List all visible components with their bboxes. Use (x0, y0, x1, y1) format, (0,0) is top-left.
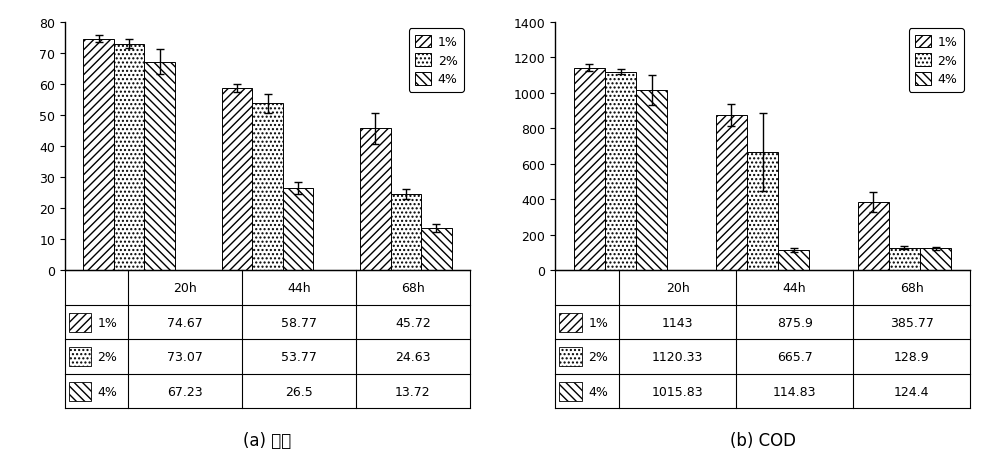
Text: (b) COD: (b) COD (730, 431, 796, 449)
Text: 4%: 4% (97, 385, 117, 398)
Bar (778, 251, 809, 271)
Bar (574, 68, 605, 271)
Bar (747, 153, 778, 271)
Text: 1%: 1% (97, 316, 117, 329)
Legend: 1%, 2%, 4%: 1%, 2%, 4% (409, 29, 464, 92)
Bar (283, 189, 313, 271)
Text: 13.72: 13.72 (395, 385, 431, 398)
Text: 26.5: 26.5 (285, 385, 313, 398)
Text: 58.77: 58.77 (281, 316, 317, 329)
Bar (716, 116, 747, 271)
Bar (559, 347, 582, 366)
Bar (421, 228, 452, 271)
Text: 124.4: 124.4 (894, 385, 929, 398)
Bar (252, 104, 283, 271)
Text: 44h: 44h (287, 281, 311, 295)
Text: 2%: 2% (97, 350, 117, 364)
Bar (920, 249, 951, 271)
Bar (360, 129, 391, 271)
Text: 45.72: 45.72 (395, 316, 431, 329)
Text: 68h: 68h (401, 281, 425, 295)
Bar (559, 313, 582, 332)
Text: 20h: 20h (173, 281, 197, 295)
Text: 4%: 4% (588, 385, 608, 398)
Text: 665.7: 665.7 (777, 350, 813, 364)
Bar (391, 195, 421, 271)
Text: 1120.33: 1120.33 (652, 350, 703, 364)
Text: 67.23: 67.23 (167, 385, 203, 398)
Bar (222, 89, 252, 271)
Text: (a) 氨氮: (a) 氨氮 (243, 431, 292, 449)
Bar (83, 39, 114, 271)
Bar (69, 313, 91, 332)
Text: 68h: 68h (900, 281, 923, 295)
Bar (889, 248, 920, 271)
Text: 385.77: 385.77 (890, 316, 933, 329)
Bar (69, 347, 91, 366)
Text: 1015.83: 1015.83 (652, 385, 704, 398)
Bar (559, 382, 582, 401)
Bar (605, 73, 636, 271)
Text: 24.63: 24.63 (395, 350, 431, 364)
Text: 20h: 20h (666, 281, 690, 295)
Bar (114, 45, 144, 271)
Text: 875.9: 875.9 (777, 316, 813, 329)
Bar (144, 62, 175, 271)
Bar (636, 91, 667, 271)
Text: 128.9: 128.9 (894, 350, 929, 364)
Text: 73.07: 73.07 (167, 350, 203, 364)
Text: 1%: 1% (588, 316, 608, 329)
Text: 53.77: 53.77 (281, 350, 317, 364)
Text: 74.67: 74.67 (167, 316, 203, 329)
Text: 1143: 1143 (662, 316, 694, 329)
Bar (69, 382, 91, 401)
Text: 114.83: 114.83 (773, 385, 816, 398)
Text: 44h: 44h (783, 281, 806, 295)
Legend: 1%, 2%, 4%: 1%, 2%, 4% (909, 29, 964, 92)
Bar (858, 202, 889, 271)
Text: 2%: 2% (588, 350, 608, 364)
